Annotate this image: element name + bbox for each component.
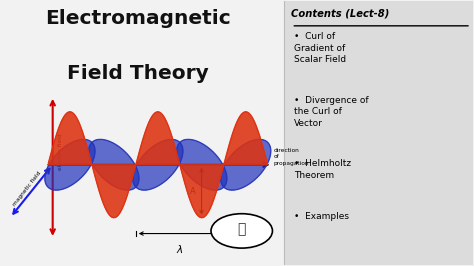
Text: •  Examples: • Examples	[294, 212, 349, 221]
Polygon shape	[220, 139, 271, 190]
Polygon shape	[224, 112, 268, 165]
Polygon shape	[177, 139, 227, 190]
Text: •  Curl of
Gradient of
Scalar Field: • Curl of Gradient of Scalar Field	[294, 32, 346, 64]
Polygon shape	[133, 139, 183, 190]
Text: •  Divergence of
the Curl of
Vector: • Divergence of the Curl of Vector	[294, 96, 368, 128]
Text: Field Theory: Field Theory	[67, 64, 209, 83]
Circle shape	[211, 214, 273, 248]
Text: •  Helmholtz
Theorem: • Helmholtz Theorem	[294, 159, 351, 180]
Polygon shape	[45, 139, 95, 190]
Polygon shape	[92, 164, 136, 218]
Polygon shape	[89, 139, 139, 190]
Text: 👤: 👤	[237, 223, 246, 236]
Text: Contents (Lect-8): Contents (Lect-8)	[292, 9, 390, 19]
Text: direction
of
propagation: direction of propagation	[274, 148, 310, 165]
Text: $\lambda$: $\lambda$	[176, 243, 183, 255]
Text: electric field: electric field	[58, 133, 64, 170]
Text: Electromagnetic: Electromagnetic	[45, 9, 231, 28]
Polygon shape	[136, 112, 180, 166]
Text: A: A	[190, 187, 196, 196]
Bar	[284, 1, 474, 265]
Polygon shape	[180, 163, 224, 218]
Text: magnetic field: magnetic field	[12, 170, 43, 207]
Polygon shape	[48, 112, 92, 165]
